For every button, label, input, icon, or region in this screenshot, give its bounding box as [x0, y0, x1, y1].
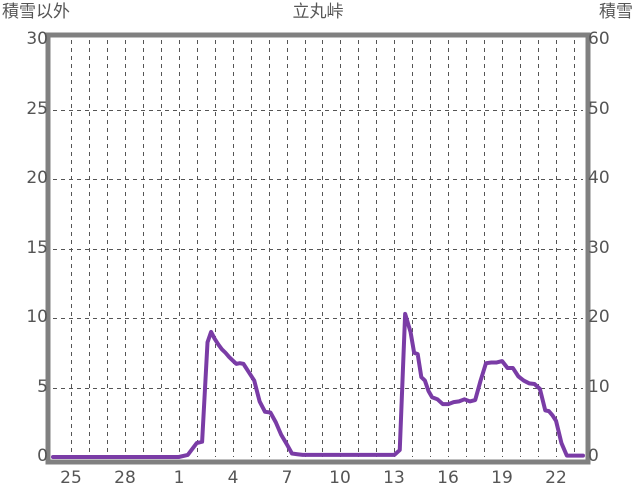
- x-axis-tick-label: 7: [281, 468, 293, 488]
- y2-axis-tick-label: 60: [588, 29, 610, 49]
- y2-axis-tick-label: 0: [588, 446, 599, 466]
- y2-axis-tick-label: 20: [588, 307, 610, 327]
- y-axis-tick-label: 20: [26, 168, 48, 188]
- x-axis-tick-label: 1: [173, 468, 185, 488]
- x-axis-tick-label: 10: [329, 468, 351, 488]
- x-axis-tick-label: 13: [383, 468, 405, 488]
- plot-background: [53, 40, 583, 457]
- x-axis-tick-label: 4: [227, 468, 239, 488]
- y2-axis-tick-label: 50: [588, 99, 610, 119]
- x-axis-tick-label: 19: [491, 468, 513, 488]
- x-axis-tick-label: 25: [60, 468, 82, 488]
- y2-axis-tick-label: 30: [588, 238, 610, 258]
- left-axis-title: 積雪以外: [2, 2, 70, 22]
- right-axis-title: 積雪: [599, 2, 633, 22]
- x-axis-tick-label: 28: [114, 468, 136, 488]
- y-axis-tick-label: 30: [26, 29, 48, 49]
- y-axis-tick-label: 25: [26, 99, 48, 119]
- data-series-line: [51, 311, 585, 459]
- y2-axis-tick-label: 10: [588, 377, 610, 397]
- x-axis-tick-label: 16: [437, 468, 459, 488]
- y-axis-tick-label: 5: [37, 377, 48, 397]
- y-axis-tick-label: 10: [26, 307, 48, 327]
- x-axis-tick-label: 22: [545, 468, 567, 488]
- y-axis-tick-label: 0: [37, 446, 48, 466]
- plot-frame: [45, 32, 591, 465]
- y-axis-tick-label: 15: [26, 238, 48, 258]
- y2-axis-tick-label: 40: [588, 168, 610, 188]
- chart-title: 立丸峠: [292, 2, 344, 22]
